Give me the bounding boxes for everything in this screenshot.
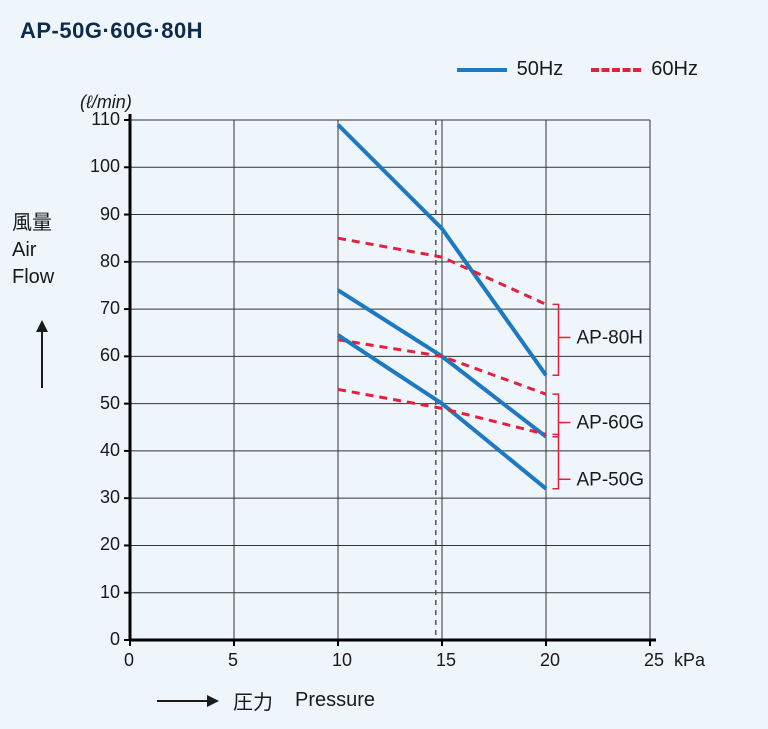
y-axis-arrow-icon xyxy=(32,320,52,390)
y-tick-label: 10 xyxy=(100,582,120,603)
y-axis-label-en1: Air xyxy=(12,237,54,264)
y-tick-label: 110 xyxy=(91,109,120,130)
x-tick-label: 15 xyxy=(436,650,456,671)
y-axis-label: 風量 Air Flow xyxy=(12,210,54,291)
x-tick-label: 5 xyxy=(228,650,238,671)
y-tick-label: 60 xyxy=(100,345,120,366)
legend-item-50hz: 50Hz xyxy=(457,58,564,81)
y-tick-label: 90 xyxy=(100,204,120,225)
y-axis-label-jp: 風量 xyxy=(12,210,54,237)
y-tick-label: 20 xyxy=(100,534,120,555)
y-tick-label: 0 xyxy=(110,629,120,650)
x-axis-label: 圧力 Pressure xyxy=(155,686,375,715)
y-tick-label: 100 xyxy=(90,156,120,177)
x-tick-label: 20 xyxy=(540,650,560,671)
legend-swatch-50hz xyxy=(457,68,507,72)
x-axis-label-jp: 圧力 xyxy=(233,686,273,715)
annotation-AP-80H: AP-80H xyxy=(552,304,643,375)
x-tick-label: 10 xyxy=(332,650,352,671)
annotation-label: AP-60G xyxy=(576,413,644,434)
y-tick-label: 50 xyxy=(100,393,120,414)
chart-svg: AP-80H AP-60G AP-50G xyxy=(120,110,740,690)
legend-item-60hz: 60Hz xyxy=(591,58,698,81)
x-axis-label-en: Pressure xyxy=(295,689,375,712)
legend-label-60hz: 60Hz xyxy=(651,58,698,81)
annotation-AP-50G: AP-50G xyxy=(552,434,644,490)
x-tick-label: 0 xyxy=(124,650,134,671)
y-axis-label-en2: Flow xyxy=(12,264,54,291)
legend: 50Hz 60Hz xyxy=(457,58,698,81)
x-tick-label: 25 xyxy=(644,650,664,671)
x-axis-unit: kPa xyxy=(674,650,705,671)
x-axis-arrow-icon xyxy=(155,693,219,709)
y-tick-label: 40 xyxy=(100,440,120,461)
annotation-AP-60G: AP-60G xyxy=(552,394,644,437)
annotation-label: AP-50G xyxy=(576,469,644,490)
y-tick-label: 70 xyxy=(100,298,120,319)
chart-area: AP-80HAP-60GAP-50G 010203040506070809010… xyxy=(120,110,740,690)
legend-label-50hz: 50Hz xyxy=(517,58,564,81)
y-tick-label: 30 xyxy=(100,487,120,508)
legend-swatch-60hz xyxy=(591,68,641,72)
y-tick-label: 80 xyxy=(100,251,120,272)
annotation-label: AP-80H xyxy=(576,327,643,348)
chart-title: AP-50G·60G·80H xyxy=(20,18,203,44)
